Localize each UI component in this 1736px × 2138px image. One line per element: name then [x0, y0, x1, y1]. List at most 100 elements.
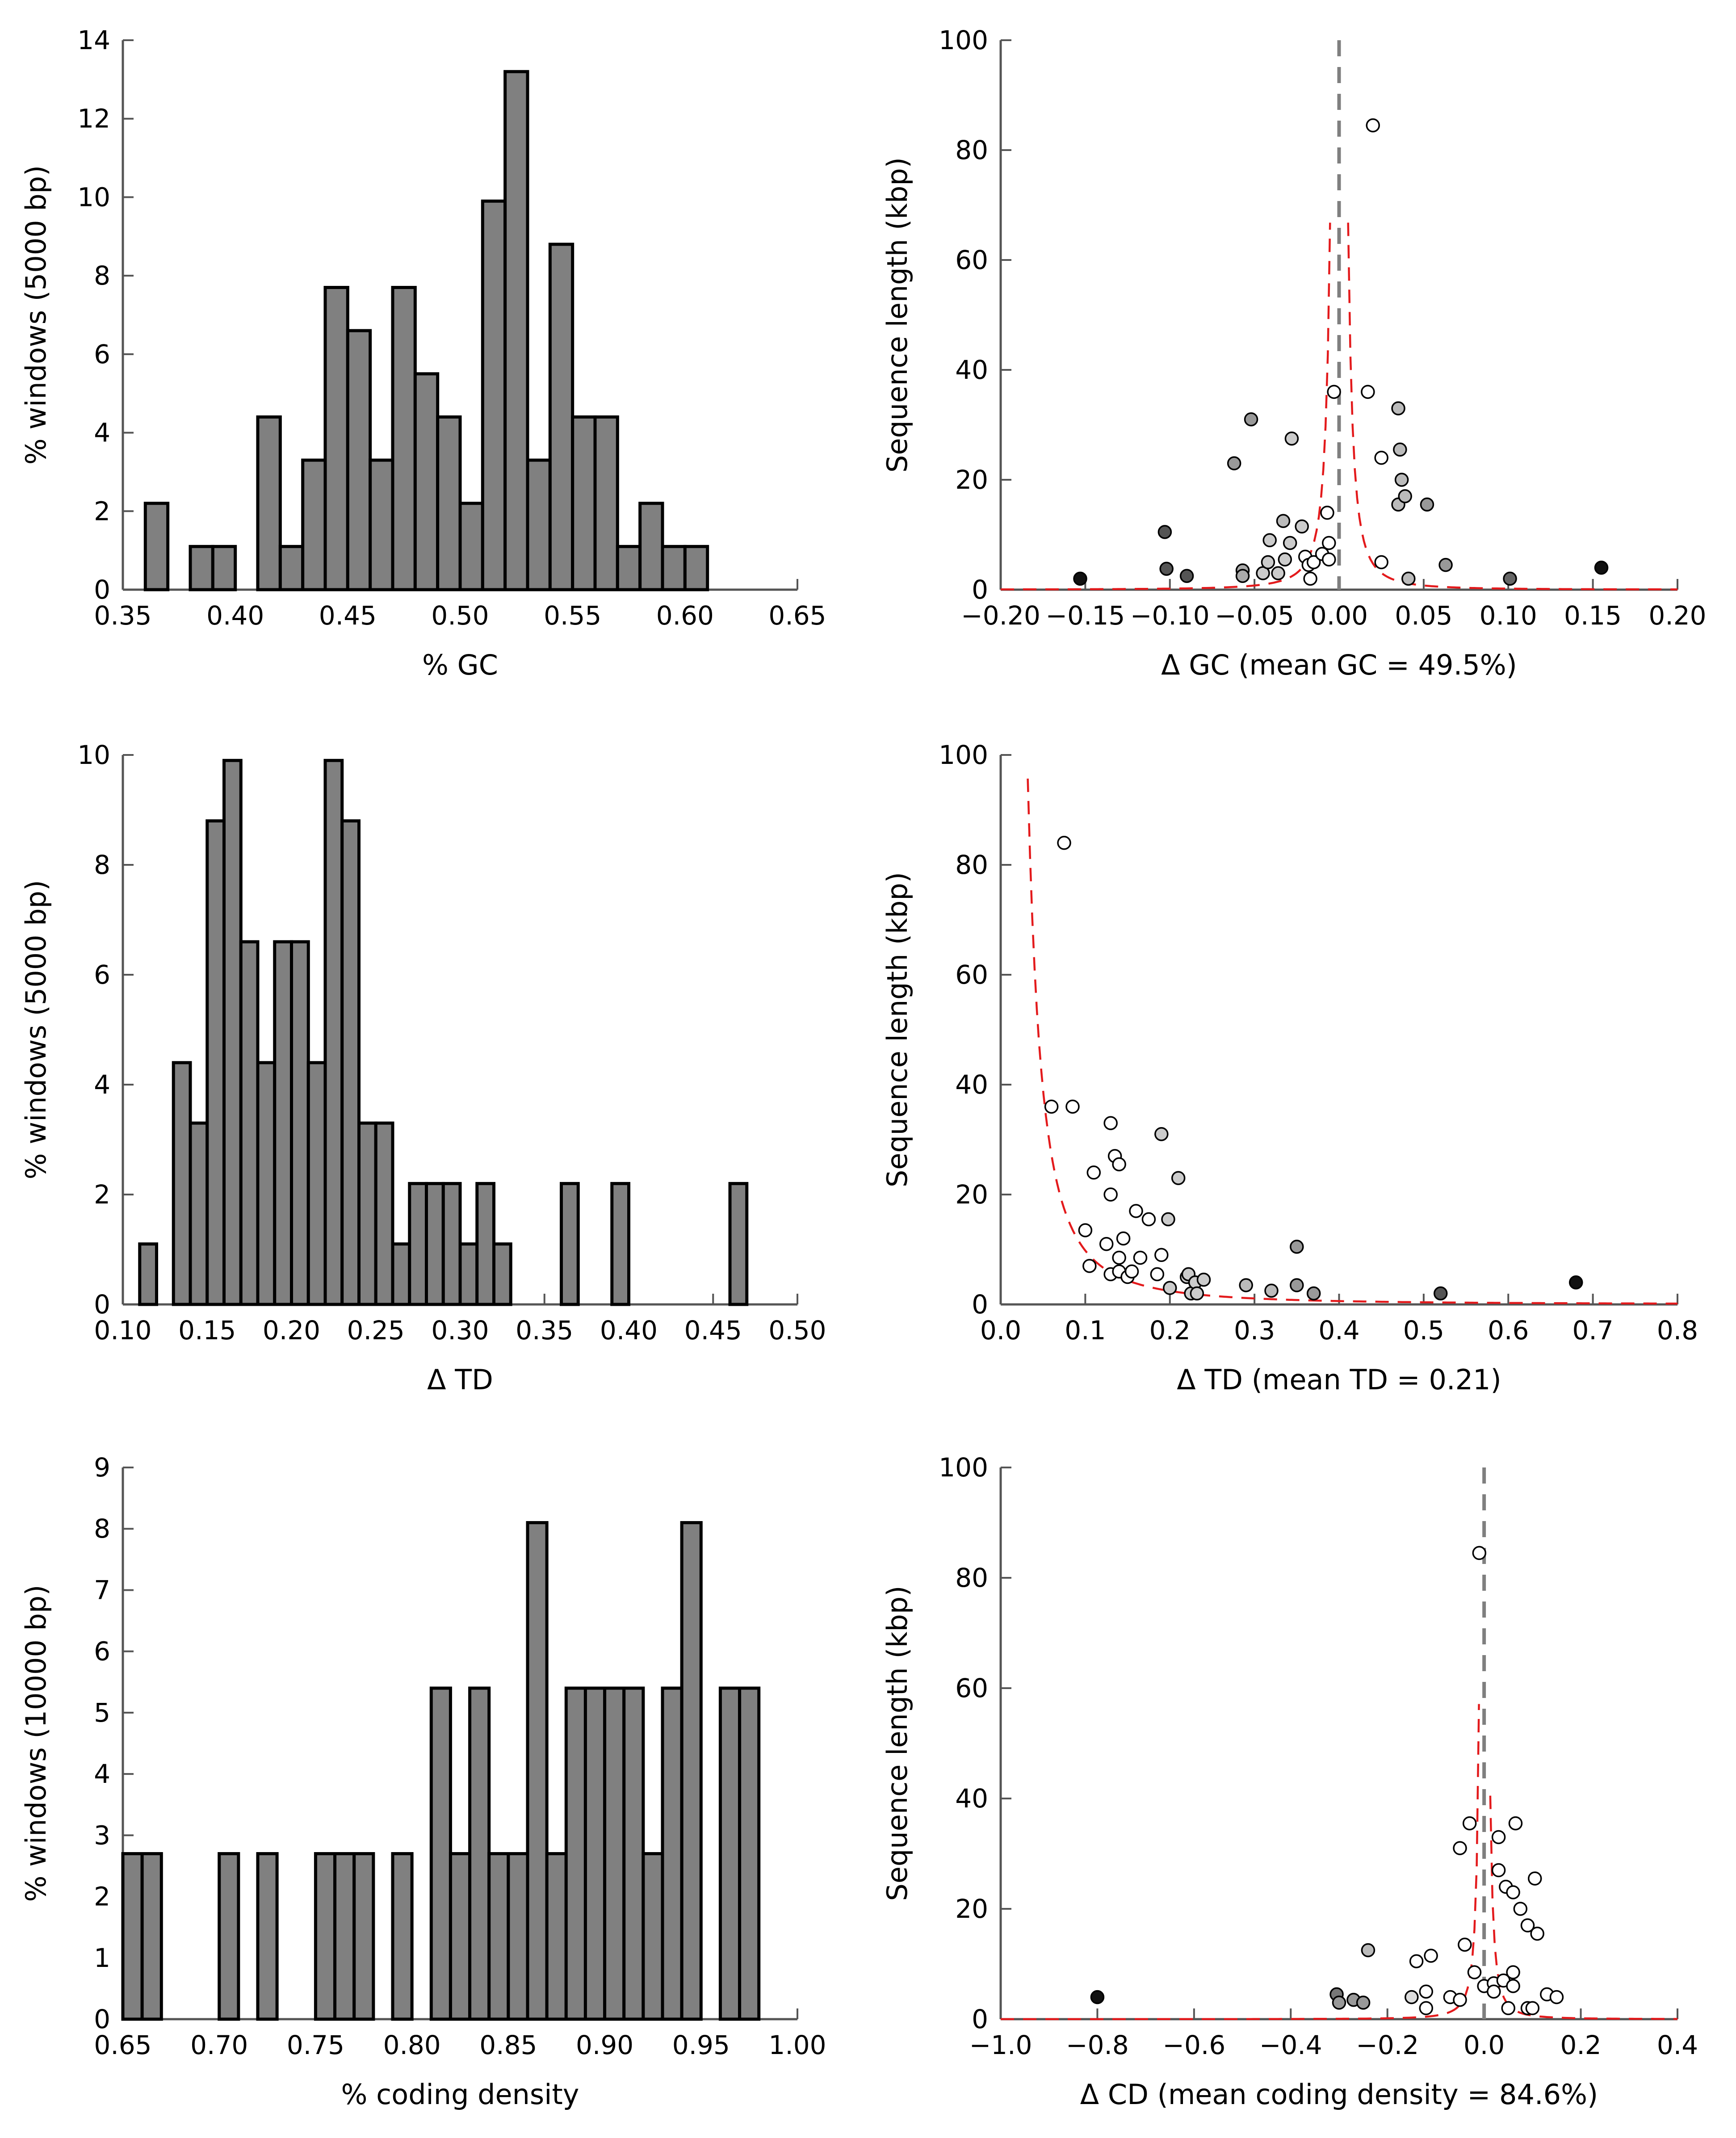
scatter-point — [1506, 1965, 1520, 1979]
x-tick-label: 0.20 — [1648, 600, 1706, 631]
histogram-bar — [306, 1061, 327, 1306]
histogram-bar — [507, 1852, 529, 2021]
y-tick-label: 0 — [94, 574, 110, 605]
scatter-point — [1508, 1816, 1523, 1831]
scatter-point — [1434, 1286, 1448, 1301]
y-tick-label: 9 — [94, 1452, 110, 1483]
y-tick-label: 0 — [972, 1289, 988, 1320]
histogram-bar — [441, 1182, 462, 1306]
histogram-bar — [121, 1852, 144, 2021]
x-tick-label: 0.5 — [1403, 1315, 1444, 1346]
scatter-point — [1227, 456, 1241, 470]
y-tick-label: 7 — [94, 1575, 110, 1605]
x-tick-label: −1.0 — [969, 2030, 1032, 2060]
histogram-bar — [593, 415, 619, 591]
scatter-point — [1506, 1979, 1520, 1993]
scatter-point — [1487, 1984, 1501, 1999]
histogram-bar — [425, 1182, 445, 1306]
x-tick-label: −0.2 — [1356, 2030, 1419, 2060]
histogram-bar — [718, 1686, 742, 2021]
scatter-point — [1190, 1286, 1204, 1301]
scatter-point — [1569, 1275, 1583, 1290]
x-tick-label: 0.8 — [1657, 1315, 1698, 1346]
scatter-point — [1409, 1954, 1424, 1969]
x-tick-label: −0.15 — [1046, 600, 1125, 631]
scatter-point — [1420, 497, 1434, 512]
scatter-point — [1361, 1943, 1375, 1958]
scatter-point — [1491, 1863, 1506, 1878]
y-axis-label: Sequence length (kbp) — [881, 872, 914, 1187]
histogram-bar — [481, 199, 507, 591]
histogram-bar — [323, 759, 344, 1306]
histogram-bar — [239, 940, 260, 1306]
y-tick-label: 40 — [955, 1783, 988, 1814]
scatter-point — [1424, 1949, 1438, 1963]
y-tick-label: 100 — [939, 1452, 988, 1483]
y-tick-label: 0 — [972, 2004, 988, 2034]
x-tick-label: 0.35 — [94, 600, 151, 631]
x-tick-label: 0.20 — [263, 1315, 320, 1346]
scatter-point — [1276, 514, 1291, 528]
scatter-point — [1124, 1264, 1139, 1279]
histogram-bar — [458, 502, 484, 591]
histogram-bar — [560, 1182, 580, 1306]
scatter-point — [1150, 1267, 1165, 1282]
x-tick-label: 0.00 — [1310, 600, 1368, 631]
x-tick-label: 0.1 — [1065, 1315, 1106, 1346]
scatter-point — [1327, 385, 1341, 399]
histogram-bar — [143, 502, 170, 591]
histogram-bar — [429, 1686, 452, 2021]
scatter-point — [1520, 1918, 1535, 1933]
x-tick-label: 0.95 — [672, 2030, 730, 2060]
scatter-point — [1141, 1212, 1156, 1227]
x-tick-label: 0.25 — [347, 1315, 405, 1346]
scatter-point — [1506, 1885, 1520, 1899]
scatter-point — [1391, 401, 1405, 415]
histogram-bar — [680, 1521, 703, 2021]
x-tick-label: −0.4 — [1259, 2030, 1322, 2060]
y-axis-label: Sequence length (kbp) — [881, 157, 914, 473]
y-tick-label: 14 — [77, 25, 110, 55]
y-tick-label: 2 — [94, 1179, 110, 1210]
x-axis-label: Δ TD (mean TD = 0.21) — [1177, 1363, 1501, 1396]
scatter-point — [1306, 555, 1321, 570]
scatter-point — [1458, 1937, 1472, 1952]
scatter-point — [1525, 2001, 1540, 2016]
scatter-point — [1161, 1212, 1175, 1227]
threshold-curve — [1001, 222, 1331, 591]
y-tick-label: 100 — [939, 740, 988, 770]
y-tick-label: 8 — [94, 850, 110, 880]
scatter-point — [1503, 571, 1517, 586]
histogram-bar — [278, 545, 305, 591]
y-tick-label: 4 — [94, 1759, 110, 1789]
threshold-curve — [1001, 1704, 1480, 2021]
scatter-point — [1044, 1099, 1059, 1114]
histogram-bar — [642, 1852, 664, 2021]
scatter-point — [1374, 555, 1388, 570]
histogram-bar — [290, 940, 310, 1306]
scatter-point — [1264, 1283, 1279, 1298]
y-tick-label: 0 — [972, 574, 988, 605]
histogram-bar — [503, 70, 529, 591]
scatter-point — [1467, 1965, 1482, 1979]
panel-c: 0.10 0.15 0.20 0.25 0.30 0.35 0.40 0.45 0.50 0 2 4 6… — [20, 740, 826, 1396]
scatter-point — [1278, 552, 1292, 567]
histogram-bar — [487, 1852, 510, 2021]
panel-e: 0.65 0.70 0.75 0.80 0.85 0.90 0.95 1.00 0 1 2 3 4 5 6 7… — [20, 1452, 826, 2111]
x-axis-label: Δ CD (mean coding density = 84.6%) — [1080, 2078, 1598, 2111]
histogram-bar — [616, 545, 642, 591]
scatter-point — [1356, 1995, 1371, 2010]
scatter-point — [1196, 1272, 1211, 1287]
scatter-point — [1283, 536, 1297, 550]
x-tick-label: 0.2 — [1149, 1315, 1191, 1346]
x-tick-label: 0.4 — [1657, 2030, 1698, 2060]
y-tick-label: 2 — [94, 496, 110, 526]
y-tick-label: 6 — [94, 339, 110, 369]
histogram-bar — [140, 1852, 163, 2021]
scatter-point — [1262, 533, 1277, 548]
histogram-bar — [475, 1182, 495, 1306]
x-tick-label: 0.60 — [656, 600, 714, 631]
histogram-bar — [333, 1852, 356, 2021]
x-axis-label: % GC — [422, 649, 498, 681]
scatter-point — [1290, 1240, 1304, 1254]
